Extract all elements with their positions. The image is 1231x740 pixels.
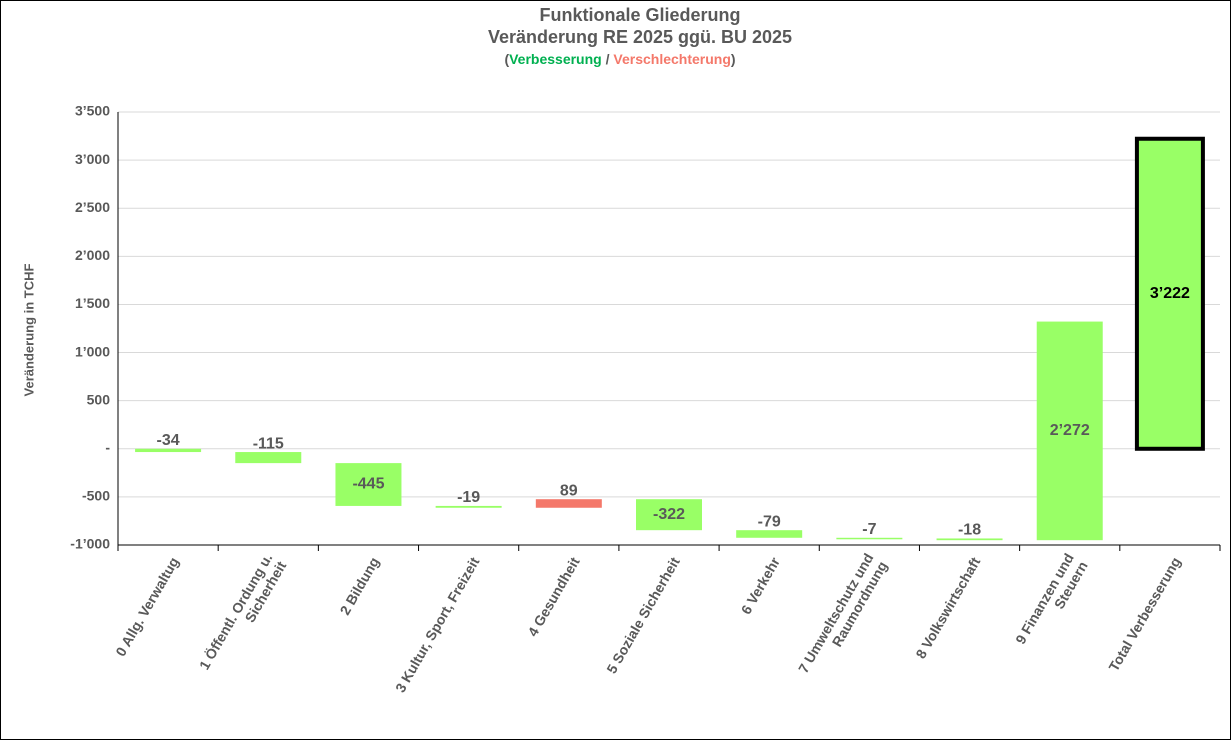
value-label: 2’272	[1050, 422, 1090, 439]
chart-subtitle: (Verbesserung / Verschlechterung)	[504, 51, 735, 67]
bar	[235, 452, 302, 464]
total-bar	[1134, 136, 1205, 451]
value-label: 89	[560, 482, 578, 499]
value-label: -7	[862, 521, 876, 538]
chart-title-2: Veränderung RE 2025 ggü. BU 2025	[488, 27, 792, 47]
y-axis-title: Veränderung in TCHF	[21, 263, 36, 396]
y-tick-label: 1’000	[75, 343, 110, 359]
bar	[636, 499, 702, 531]
subtitle-part: Verschlechterung	[613, 51, 731, 67]
bar	[435, 505, 502, 508]
y-tick-label: 3’500	[75, 103, 110, 119]
bar	[936, 538, 1003, 541]
bar	[736, 530, 803, 538]
value-label: -18	[958, 522, 981, 539]
y-tick-label: 3’000	[75, 151, 110, 167]
value-label: -322	[653, 506, 685, 523]
y-tick-label: -1’000	[70, 536, 110, 552]
y-tick-label: 1’500	[75, 295, 110, 311]
value-label: -19	[457, 489, 480, 506]
value-label: -445	[352, 476, 384, 493]
value-label: -79	[758, 513, 781, 530]
chart-title: Funktionale Gliederung	[539, 5, 740, 25]
subtitle-part: )	[731, 51, 736, 67]
y-tick-label: 500	[87, 391, 111, 407]
bar	[335, 463, 402, 506]
y-tick-label: -500	[82, 488, 110, 504]
y-tick-label: -	[105, 439, 110, 455]
subtitle-part: (	[504, 51, 509, 67]
value-label: -115	[253, 435, 284, 452]
bar	[836, 537, 903, 540]
value-label: -34	[157, 432, 180, 449]
y-tick-label: 2’500	[75, 199, 110, 215]
bar	[535, 499, 602, 508]
subtitle-part: /	[602, 51, 614, 67]
subtitle-part: Verbesserung	[509, 51, 602, 67]
y-tick-label: 2’000	[75, 247, 110, 263]
value-label: 3’222	[1150, 285, 1190, 302]
bar	[1036, 321, 1103, 541]
bar	[135, 448, 202, 453]
